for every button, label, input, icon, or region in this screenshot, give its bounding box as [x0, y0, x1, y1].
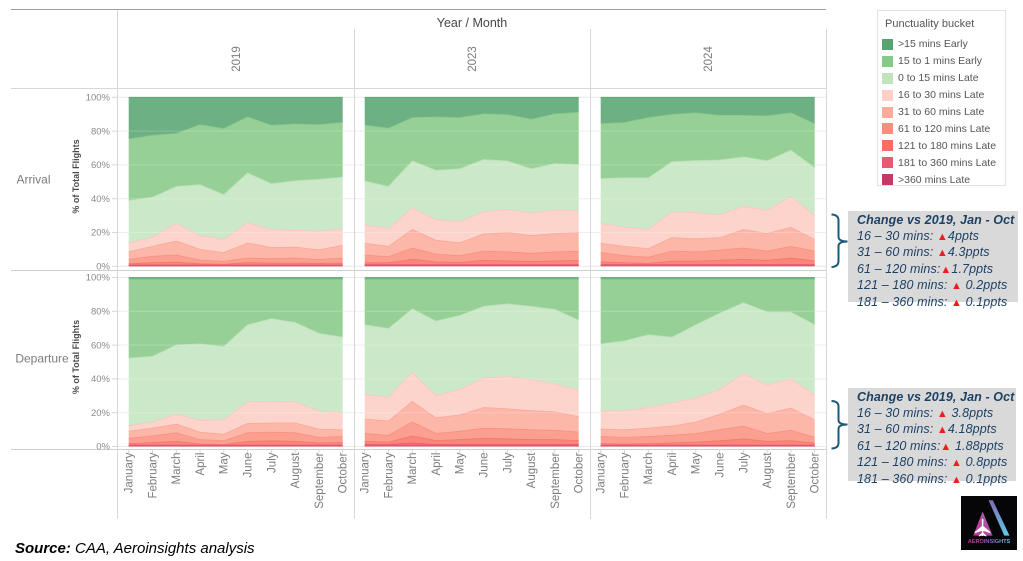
svg-text:February: February — [619, 452, 631, 498]
svg-text:February: February — [383, 452, 395, 498]
svg-text:June: June — [479, 453, 491, 478]
svg-text:February: February — [147, 452, 159, 498]
svg-text:October: October — [810, 452, 822, 493]
svg-text:Arrival: Arrival — [16, 173, 50, 187]
svg-text:August: August — [290, 452, 302, 489]
svg-text:April: April — [195, 453, 207, 476]
svg-text:April: April — [667, 453, 679, 476]
svg-text:July: July — [502, 452, 514, 473]
svg-text:2023: 2023 — [467, 46, 479, 72]
svg-text:100%: 100% — [86, 273, 111, 284]
svg-text:40%: 40% — [91, 374, 111, 385]
svg-text:August: August — [762, 452, 774, 489]
svg-text:2019: 2019 — [231, 46, 243, 72]
svg-text:January: January — [596, 452, 608, 493]
svg-text:2024: 2024 — [703, 46, 715, 72]
svg-text:20%: 20% — [91, 408, 111, 419]
svg-text:60%: 60% — [91, 160, 111, 171]
svg-text:40%: 40% — [91, 194, 111, 205]
svg-text:July: July — [266, 452, 278, 473]
svg-text:100%: 100% — [86, 93, 111, 104]
svg-text:April: April — [431, 453, 443, 476]
svg-text:Departure: Departure — [15, 352, 69, 366]
svg-text:Year / Month: Year / Month — [437, 16, 507, 30]
svg-text:June: June — [243, 453, 255, 478]
svg-text:AEROINSIGHTS: AEROINSIGHTS — [968, 539, 1011, 545]
svg-text:80%: 80% — [91, 126, 111, 137]
svg-text:20%: 20% — [91, 228, 111, 239]
svg-text:% of Total Flights: % of Total Flights — [71, 320, 81, 394]
svg-text:60%: 60% — [91, 340, 111, 351]
svg-text:May: May — [691, 452, 703, 474]
svg-text:October: October — [338, 452, 350, 493]
svg-text:March: March — [407, 453, 419, 485]
svg-text:January: January — [124, 452, 136, 493]
svg-text:June: June — [715, 453, 727, 478]
svg-text:August: August — [526, 452, 538, 489]
svg-text:September: September — [786, 452, 798, 508]
svg-text:July: July — [738, 452, 750, 473]
svg-text:0%: 0% — [96, 442, 110, 453]
svg-text:March: March — [643, 453, 655, 485]
svg-text:January: January — [360, 452, 372, 493]
svg-text:March: March — [171, 453, 183, 485]
svg-text:September: September — [314, 452, 326, 508]
svg-text:September: September — [550, 452, 562, 508]
svg-text:October: October — [574, 452, 586, 493]
svg-text:May: May — [219, 452, 231, 474]
svg-text:0%: 0% — [96, 262, 110, 273]
svg-text:% of Total Flights: % of Total Flights — [71, 139, 81, 213]
svg-text:80%: 80% — [91, 307, 111, 318]
svg-text:May: May — [455, 452, 467, 474]
